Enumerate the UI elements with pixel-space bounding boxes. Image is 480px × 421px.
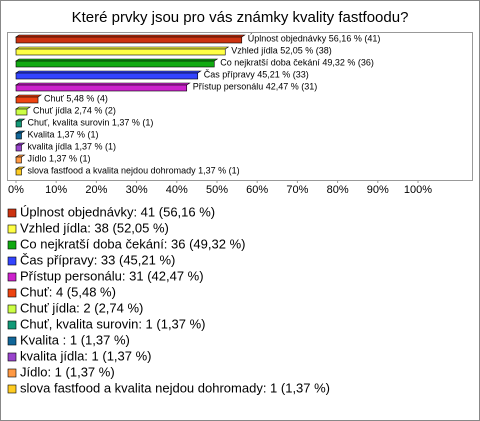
x-tick-label: 70% — [286, 184, 308, 196]
legend-swatch — [7, 240, 17, 250]
legend-swatch — [7, 304, 17, 314]
legend-label: Přístup personálu: 31 (42,47 %) — [20, 268, 204, 283]
bar-label: Kvalita 1,37 % (1) — [28, 129, 99, 139]
bar — [15, 72, 199, 80]
legend-swatch — [7, 368, 17, 378]
legend-label: Jídlo: 1 (1,37 %) — [20, 364, 115, 379]
x-tick-label: 60% — [246, 184, 268, 196]
x-tick-label: 50% — [206, 184, 228, 196]
bar — [15, 168, 22, 176]
x-tick-label: 0% — [8, 184, 24, 196]
legend-label: Čas přípravy: 33 (45,21 %) — [20, 252, 175, 267]
legend-label: Chuť jídla: 2 (2,74 %) — [20, 300, 143, 315]
legend-swatch — [7, 256, 17, 266]
x-tick-label: 80% — [327, 184, 349, 196]
legend-swatch — [7, 288, 17, 298]
legend-swatch — [7, 336, 17, 346]
legend-label: slova fastfood a kvalita nejdou dohromad… — [20, 380, 330, 395]
bar — [15, 48, 226, 56]
bar-top — [15, 94, 43, 98]
bar-label: Jídlo 1,37 % (1) — [28, 153, 91, 163]
bar-top — [15, 70, 202, 74]
bar — [15, 156, 22, 164]
bar-label: slova fastfood a kvalita nejdou dohromad… — [28, 165, 240, 175]
legend-swatch — [7, 320, 17, 330]
bar-top — [15, 106, 32, 110]
legend-swatch — [7, 352, 17, 362]
x-tick-label: 90% — [367, 184, 389, 196]
legend-label: Úplnost objednávky: 41 (56,16 %) — [20, 204, 215, 219]
legend-swatch — [7, 384, 17, 394]
bar — [15, 108, 28, 116]
chart-title: Které prvky jsou pro vás známky kvality … — [72, 9, 409, 26]
bar-label: Chuť 5,48 % (4) — [44, 93, 108, 103]
x-tick-label: 20% — [85, 184, 107, 196]
legend-label: Vzhled jídla: 38 (52,05 %) — [20, 220, 169, 235]
bar — [15, 84, 188, 92]
legend-label: Co nejkratší doba čekání: 36 (49,32 %) — [20, 236, 245, 251]
x-tick-label: 30% — [126, 184, 148, 196]
legend-swatch — [7, 224, 17, 234]
bar-label: Co nejkratší doba čekání 49,32 % (36) — [220, 57, 374, 67]
legend-label: Kvalita : 1 (1,37 %) — [20, 332, 130, 347]
legend-swatch — [7, 208, 17, 218]
legend-label: Chuť, kvalita surovin: 1 (1,37 %) — [20, 316, 206, 331]
bar-label: kvalita jídla 1,37 % (1) — [28, 141, 117, 151]
bar-label: Chuť jídla 2,74 % (2) — [33, 105, 116, 115]
bar-top — [15, 82, 191, 86]
bar — [15, 96, 39, 104]
bar-label: Vzhled jídla 52,05 % (38) — [231, 45, 332, 55]
bar-label: Úplnost objednávky 56,16 % (41) — [248, 33, 381, 43]
bar — [15, 120, 22, 128]
bar-label: Přístup personálu 42,47 % (31) — [193, 81, 318, 91]
bar-label: Čas přípravy 45,21 % (33) — [204, 69, 309, 79]
x-tick-label: 10% — [45, 184, 67, 196]
bar — [15, 144, 22, 152]
x-tick-label: 100% — [404, 184, 432, 196]
x-tick-label: 40% — [166, 184, 188, 196]
bar — [15, 132, 22, 140]
legend-label: Chuť: 4 (5,48 %) — [20, 284, 116, 299]
plot-frame — [7, 32, 473, 181]
bar — [15, 60, 215, 68]
legend-label: kvalita jídla: 1 (1,37 %) — [20, 348, 152, 363]
bar-label: Chuť, kvalita surovin 1,37 % (1) — [28, 117, 154, 127]
bar — [15, 36, 243, 44]
legend-swatch — [7, 272, 17, 282]
